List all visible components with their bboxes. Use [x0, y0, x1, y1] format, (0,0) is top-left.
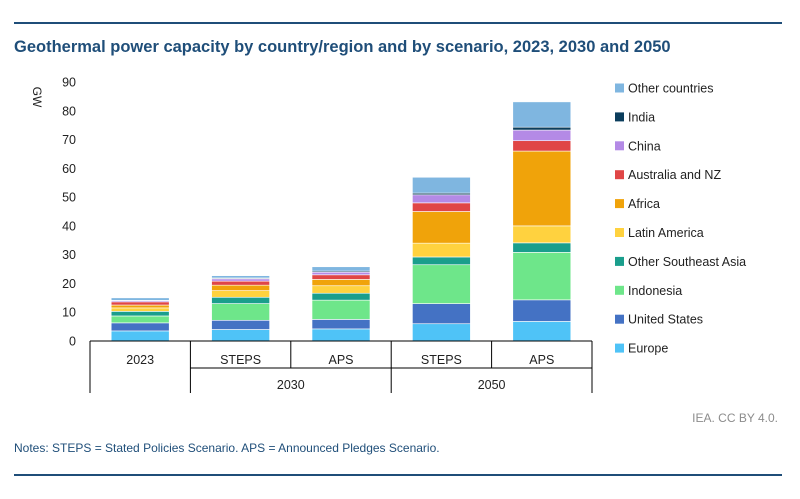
top-rule — [14, 22, 782, 24]
bar-segment — [110, 311, 170, 317]
legend-swatch — [615, 343, 624, 353]
y-tick-label: 0 — [69, 335, 76, 349]
legend-label: Africa — [628, 197, 660, 211]
bar-segment — [311, 279, 371, 287]
bar-segment — [110, 301, 170, 306]
legend-swatch — [615, 170, 624, 180]
bar-segment — [512, 126, 572, 131]
legend-label: Indonesia — [628, 284, 682, 298]
bar-segment — [412, 211, 471, 244]
legend-label: India — [628, 110, 655, 124]
legend-swatch — [615, 199, 624, 209]
bar-segment — [110, 307, 170, 312]
y-tick-label: 20 — [62, 277, 76, 291]
bar-segment — [311, 328, 371, 342]
legend-swatch — [615, 285, 624, 295]
bar-segment — [211, 280, 270, 286]
y-tick-label: 80 — [62, 104, 76, 118]
bar-segment — [211, 275, 270, 279]
legend-label: Other Southeast Asia — [628, 255, 746, 269]
y-tick-label: 10 — [62, 306, 76, 320]
y-tick-label: 70 — [62, 133, 76, 147]
y-tick-label: 60 — [62, 162, 76, 176]
bar-segment — [512, 252, 572, 301]
legend-swatch — [615, 141, 624, 151]
notes-text: Notes: STEPS = Stated Policies Scenario.… — [14, 441, 440, 455]
bar-segment — [311, 271, 371, 276]
credit-text: IEA. CC BY 4.0. — [692, 411, 778, 425]
bar-segment — [512, 101, 572, 128]
x-tick-label: APS — [328, 353, 353, 367]
bar-segment — [211, 296, 270, 304]
bar-segment — [311, 274, 371, 280]
bar-segment — [512, 321, 572, 342]
x-group-label: 2050 — [478, 378, 506, 392]
bar-segment — [412, 194, 471, 204]
legend-swatch — [615, 228, 624, 237]
y-axis-label: GW — [30, 87, 44, 108]
bar-segment — [412, 242, 471, 258]
bar-segment — [110, 297, 170, 301]
legend-label: Latin America — [628, 226, 704, 240]
legend-label: Europe — [628, 342, 668, 356]
bar-segment — [110, 330, 170, 342]
bar-segment — [211, 329, 270, 342]
bar-segment — [512, 140, 572, 152]
bar-segment — [211, 290, 270, 298]
bar-segment — [512, 242, 572, 253]
x-tick-label: STEPS — [421, 353, 462, 367]
y-tick-label: 90 — [62, 76, 76, 90]
bar-segment — [110, 322, 170, 332]
bar-segment — [512, 225, 572, 244]
bar-segment — [412, 303, 471, 325]
y-tick-label: 50 — [62, 191, 76, 205]
legend-swatch — [615, 314, 624, 324]
y-tick-label: 40 — [62, 219, 76, 233]
bar-segment — [211, 319, 270, 330]
legend-label: China — [628, 139, 661, 153]
bar-segment — [311, 266, 371, 272]
legend-label: Australia and NZ — [628, 168, 721, 182]
bar-segment — [311, 285, 371, 294]
bar-segment — [110, 315, 170, 324]
bar-segment — [512, 129, 572, 142]
bar-segment — [412, 256, 471, 266]
chart-title: Geothermal power capacity by country/reg… — [14, 38, 671, 56]
x-tick-label: APS — [529, 353, 554, 367]
legend-label: United States — [628, 313, 703, 327]
bar-segment — [211, 278, 270, 282]
bar-segment — [512, 299, 572, 322]
x-group-label: 2030 — [277, 378, 305, 392]
bar-segment — [412, 202, 471, 212]
bar-segment — [412, 323, 471, 342]
bar-segment — [211, 284, 270, 291]
legend-swatch — [615, 112, 624, 122]
bottom-rule — [14, 474, 782, 476]
bar-segment — [110, 304, 170, 309]
bar-segment — [311, 319, 371, 330]
bar-segment — [412, 176, 471, 194]
bar-segment — [512, 150, 572, 227]
x-tick-label: 2023 — [126, 353, 154, 367]
legend-swatch — [615, 256, 624, 266]
y-tick-label: 30 — [62, 248, 76, 262]
bar-segment — [311, 292, 371, 301]
legend-swatch — [615, 83, 624, 93]
legend-label: Other countries — [628, 82, 713, 96]
bar-segment — [311, 299, 371, 320]
bar-segment — [412, 264, 471, 304]
bar-segment — [211, 303, 270, 321]
x-tick-label: STEPS — [220, 353, 261, 367]
